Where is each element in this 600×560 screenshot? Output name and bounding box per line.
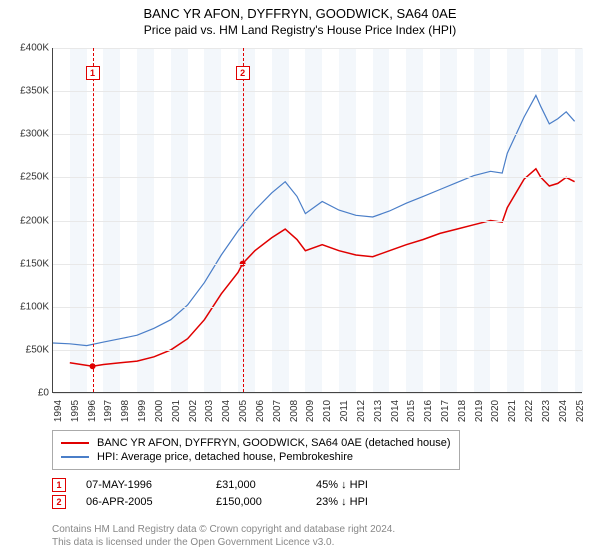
transaction-row: 1 07-MAY-1996£31,00045% ↓ HPI: [52, 478, 436, 492]
y-axis-label: £200K: [5, 215, 49, 226]
gridline: [53, 264, 582, 265]
y-axis-label: £50K: [5, 344, 49, 355]
legend-row: HPI: Average price, detached house, Pemb…: [61, 451, 451, 463]
transaction-marker: 1: [86, 66, 100, 80]
x-axis-label: 1996: [87, 400, 98, 422]
transaction-cell: 06-APR-2005: [86, 496, 216, 508]
transaction-cell: £150,000: [216, 496, 316, 508]
footnote: Contains HM Land Registry data © Crown c…: [52, 523, 395, 549]
legend-row: BANC YR AFON, DYFFRYN, GOODWICK, SA64 0A…: [61, 437, 451, 449]
legend-swatch-property: [61, 442, 89, 444]
transaction-row: 2 06-APR-2005£150,00023% ↓ HPI: [52, 495, 436, 509]
transaction-cell: 45% ↓ HPI: [316, 479, 436, 491]
x-axis-label: 1997: [103, 400, 114, 422]
legend-label-property: BANC YR AFON, DYFFRYN, GOODWICK, SA64 0A…: [97, 437, 451, 449]
x-axis-label: 2022: [524, 400, 535, 422]
legend: BANC YR AFON, DYFFRYN, GOODWICK, SA64 0A…: [52, 430, 460, 470]
x-axis-label: 1998: [120, 400, 131, 422]
x-axis-label: 2007: [272, 400, 283, 422]
x-axis-label: 2014: [390, 400, 401, 422]
transaction-marker: 2: [236, 66, 250, 80]
x-axis-label: 2006: [255, 400, 266, 422]
chart-subtitle: Price paid vs. HM Land Registry's House …: [0, 21, 600, 37]
x-axis-label: 2005: [238, 400, 249, 422]
transaction-row-marker: 2: [52, 495, 66, 509]
chart-plot-area: £0£50K£100K£150K£200K£250K£300K£350K£400…: [52, 48, 582, 393]
legend-swatch-hpi: [61, 456, 89, 458]
chart-container: BANC YR AFON, DYFFRYN, GOODWICK, SA64 0A…: [0, 0, 600, 560]
y-axis-label: £0: [5, 388, 49, 399]
transaction-row-marker: 1: [52, 478, 66, 492]
x-axis-label: 2012: [356, 400, 367, 422]
gridline: [53, 350, 582, 351]
gridline: [53, 221, 582, 222]
y-axis-label: £250K: [5, 172, 49, 183]
y-axis-label: £150K: [5, 258, 49, 269]
x-axis-label: 2016: [423, 400, 434, 422]
x-axis-label: 2013: [373, 400, 384, 422]
x-axis-label: 2025: [575, 400, 586, 422]
x-axis-label: 2002: [188, 400, 199, 422]
marker-vline: [93, 48, 94, 392]
gridline: [53, 307, 582, 308]
x-axis-label: 2023: [541, 400, 552, 422]
transaction-cell: 07-MAY-1996: [86, 479, 216, 491]
x-axis-label: 2019: [474, 400, 485, 422]
chart-title: BANC YR AFON, DYFFRYN, GOODWICK, SA64 0A…: [0, 0, 600, 21]
series-line-property: [70, 169, 575, 366]
x-axis-label: 2008: [289, 400, 300, 422]
transactions-table: 1 07-MAY-1996£31,00045% ↓ HPI 2 06-APR-2005…: [52, 475, 436, 512]
y-axis-label: £400K: [5, 43, 49, 54]
y-axis-label: £350K: [5, 86, 49, 97]
footnote-line1: Contains HM Land Registry data © Crown c…: [52, 523, 395, 536]
x-axis-label: 1995: [70, 400, 81, 422]
y-axis-label: £300K: [5, 129, 49, 140]
gridline: [53, 48, 582, 49]
x-axis-label: 2017: [440, 400, 451, 422]
x-axis-label: 2024: [558, 400, 569, 422]
x-axis-label: 1994: [53, 400, 64, 422]
gridline: [53, 177, 582, 178]
x-axis-label: 2001: [171, 400, 182, 422]
x-axis-label: 2003: [204, 400, 215, 422]
x-axis-label: 2020: [490, 400, 501, 422]
transaction-cell: £31,000: [216, 479, 316, 491]
footnote-line2: This data is licensed under the Open Gov…: [52, 536, 395, 549]
gridline: [53, 393, 582, 394]
x-axis-label: 2018: [457, 400, 468, 422]
marker-vline: [243, 48, 244, 392]
x-axis-label: 2010: [322, 400, 333, 422]
gridline: [53, 134, 582, 135]
gridline: [53, 91, 582, 92]
x-axis-label: 2015: [406, 400, 417, 422]
x-axis-label: 2000: [154, 400, 165, 422]
x-axis-label: 2021: [507, 400, 518, 422]
transaction-cell: 23% ↓ HPI: [316, 496, 436, 508]
y-axis-label: £100K: [5, 301, 49, 312]
x-axis-label: 1999: [137, 400, 148, 422]
legend-label-hpi: HPI: Average price, detached house, Pemb…: [97, 451, 353, 463]
x-axis-label: 2009: [305, 400, 316, 422]
x-axis-label: 2004: [221, 400, 232, 422]
x-axis-label: 2011: [339, 400, 350, 422]
